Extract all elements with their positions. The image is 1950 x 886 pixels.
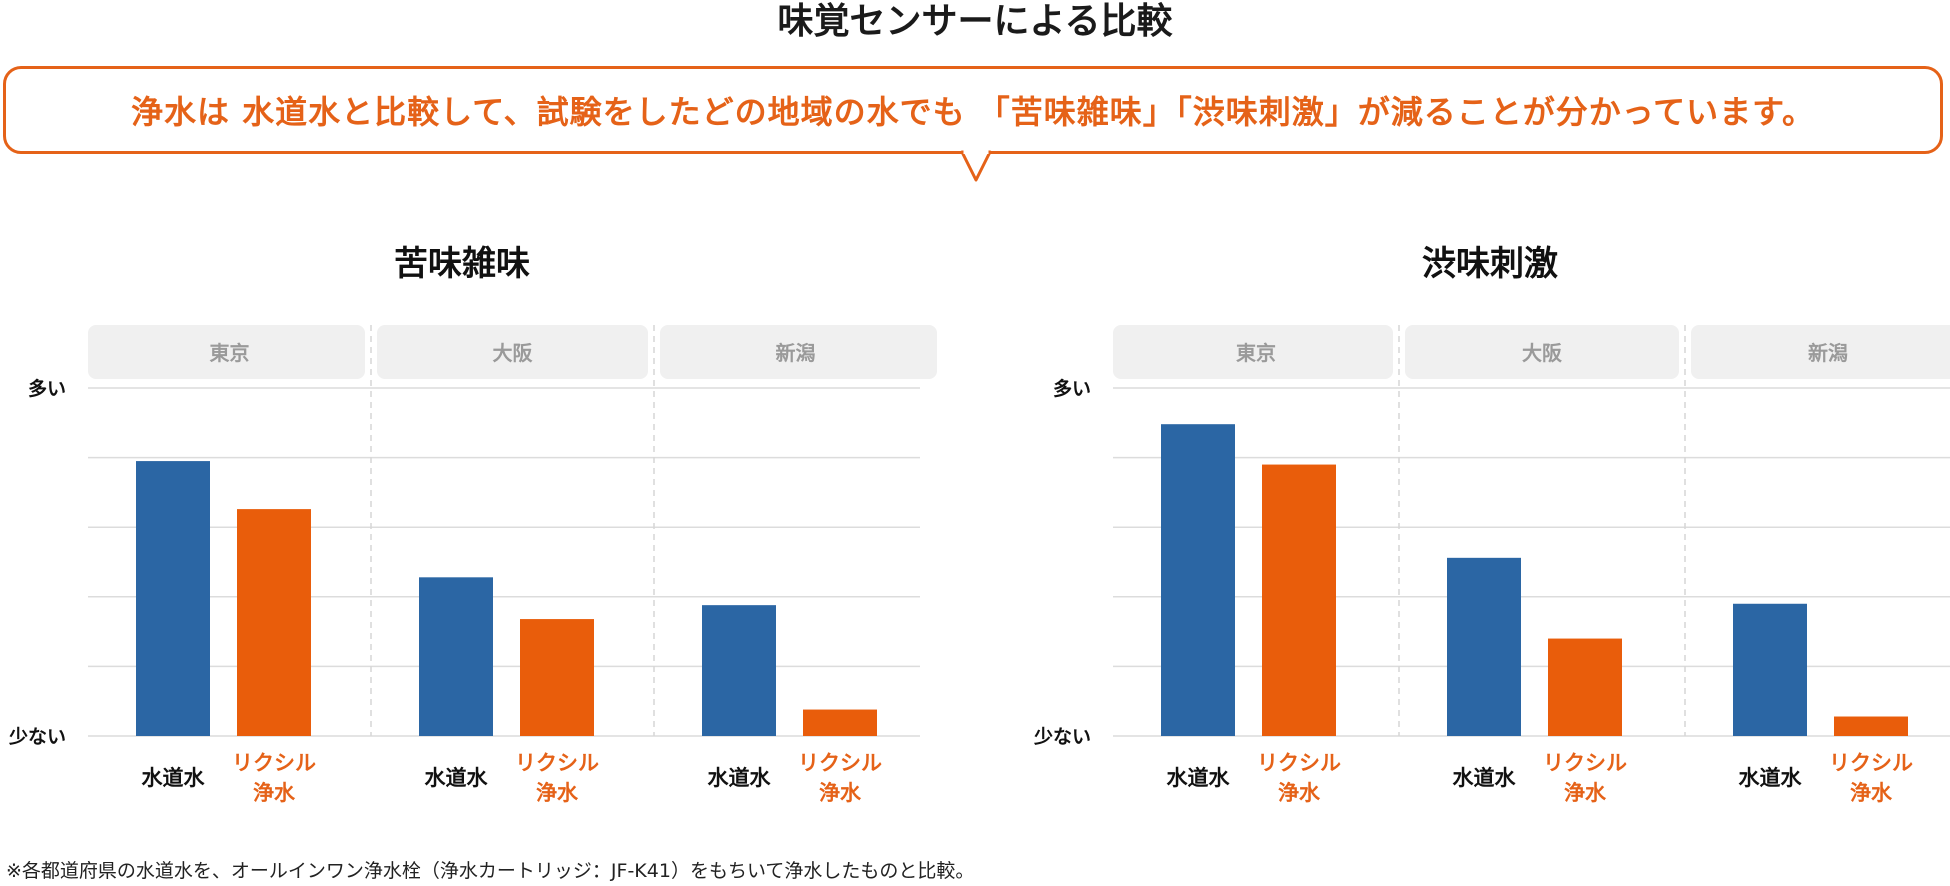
chart1-title: 苦味雑味 — [394, 244, 530, 284]
callout-text: 浄水は 水道水と比較して、試験をしたどの地域の水でも 「苦味雑味」「渋味刺激」が… — [131, 93, 1815, 131]
chart1-ylabel-top: 多い — [28, 377, 66, 400]
chart2-label-lixil-line1: リクシル — [1829, 751, 1913, 775]
chart2-region-panel — [1405, 325, 1679, 379]
chart1-bar-lixil-0 — [237, 509, 311, 736]
chart1-region-panel — [88, 325, 365, 379]
chart2-bar-lixil-0 — [1262, 464, 1336, 736]
chart1-label-lixil-line1: リクシル — [798, 751, 882, 775]
footnote: ※各都道府県の水道水を、オールインワン浄水栓（浄水カートリッジ：JF-K41）を… — [6, 860, 975, 882]
chart1-label-lixil-line1: リクシル — [232, 751, 316, 775]
chart2-label-lixil-line2: 浄水 — [1850, 781, 1893, 805]
chart2-label-lixil-line2: 浄水 — [1564, 781, 1607, 805]
chart1-bar-tap-2 — [702, 605, 776, 736]
chart2-region-panel — [1691, 325, 1950, 379]
chart1-label-tap: 水道水 — [425, 766, 489, 790]
chart1-region-label: 新潟 — [776, 341, 816, 365]
chart2-bar-tap-1 — [1447, 557, 1521, 736]
chart2-bar-lixil-1 — [1548, 638, 1622, 736]
chart2-label-lixil-line1: リクシル — [1543, 751, 1627, 775]
chart2-label-tap: 水道水 — [1739, 766, 1803, 790]
chart1-label-tap: 水道水 — [142, 766, 206, 790]
chart2-region-label: 新潟 — [1808, 341, 1848, 365]
chart1-label-lixil-line1: リクシル — [515, 751, 599, 775]
chart2-label-lixil-line1: リクシル — [1257, 751, 1341, 775]
chart2-bar-lixil-2 — [1834, 716, 1908, 736]
chart1-region-panel — [377, 325, 648, 379]
chart2-label-tap: 水道水 — [1453, 766, 1517, 790]
chart1-label-tap: 水道水 — [708, 766, 772, 790]
chart1-region-label: 大阪 — [493, 341, 534, 365]
chart2-ylabel-top: 多い — [1053, 377, 1091, 400]
chart1-label-lixil-line2: 浄水 — [536, 781, 579, 805]
chart1-label-lixil-line2: 浄水 — [253, 781, 296, 805]
chart2-region-label: 東京 — [1236, 341, 1276, 365]
chart2-title: 渋味刺激 — [1422, 244, 1558, 284]
chart1-bar-tap-1 — [419, 577, 493, 736]
chart1-bar-lixil-2 — [803, 709, 877, 736]
chart1-bar-lixil-1 — [520, 619, 594, 736]
chart2-bar-tap-2 — [1733, 603, 1807, 736]
chart2-ylabel-bottom: 少ない — [1033, 726, 1091, 748]
chart2-label-tap: 水道水 — [1167, 766, 1231, 790]
chart1-label-lixil-line2: 浄水 — [819, 781, 862, 805]
chart2-region-label: 大阪 — [1522, 341, 1563, 365]
chart2-bar-tap-0 — [1161, 424, 1235, 736]
chart1-bar-tap-0 — [136, 461, 210, 736]
chart1-ylabel-bottom: 少ない — [8, 726, 66, 748]
callout-bubble: 浄水は 水道水と比較して、試験をしたどの地域の水でも 「苦味雑味」「渋味刺激」が… — [3, 66, 1943, 154]
chart1-region-panel — [660, 325, 937, 379]
chart2-region-panel — [1113, 325, 1393, 379]
chart2-label-lixil-line2: 浄水 — [1278, 781, 1321, 805]
chart1-region-label: 東京 — [210, 341, 250, 365]
page-title: 味覚センサーによる比較 — [777, 1, 1173, 42]
